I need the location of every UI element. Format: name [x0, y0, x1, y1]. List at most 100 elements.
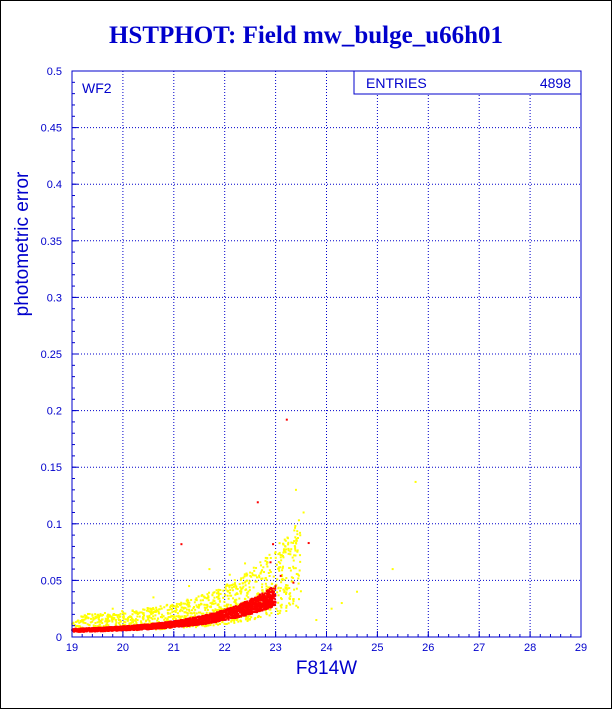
data-point — [257, 609, 260, 612]
data-point — [213, 596, 216, 599]
data-point — [117, 629, 120, 632]
data-point — [150, 609, 153, 612]
data-point — [260, 598, 263, 601]
data-point — [223, 614, 226, 617]
data-point — [280, 554, 283, 557]
data-point — [122, 627, 125, 630]
data-point — [224, 612, 227, 615]
data-point — [292, 567, 295, 570]
data-point — [264, 582, 267, 585]
data-point — [247, 608, 250, 611]
data-point — [155, 624, 158, 627]
data-point — [219, 622, 222, 625]
data-point — [92, 618, 95, 621]
data-point — [212, 619, 215, 622]
data-point — [265, 578, 268, 581]
data-point — [261, 593, 264, 596]
data-point — [235, 585, 238, 588]
y-tick-label: 0.15 — [41, 462, 62, 474]
data-point — [133, 625, 136, 628]
data-point — [232, 615, 235, 618]
data-point — [264, 603, 267, 606]
data-point — [260, 570, 263, 573]
data-point — [288, 566, 291, 569]
data-point — [148, 616, 151, 619]
data-point — [217, 597, 220, 600]
data-point — [244, 605, 247, 608]
data-point — [224, 618, 227, 621]
data-point — [195, 597, 198, 600]
data-point — [196, 623, 199, 626]
data-point — [285, 604, 288, 607]
data-point — [226, 594, 229, 597]
data-point — [273, 586, 276, 589]
data-point — [284, 587, 287, 590]
data-point — [208, 616, 211, 619]
data-point — [226, 616, 229, 619]
data-point — [182, 622, 185, 625]
data-point — [239, 586, 242, 589]
data-point — [104, 624, 107, 627]
data-point — [132, 620, 135, 623]
data-point — [296, 549, 299, 552]
data-point — [263, 599, 266, 602]
data-point — [236, 611, 239, 614]
data-point — [282, 548, 285, 551]
data-point — [201, 599, 204, 602]
data-point — [207, 619, 210, 622]
data-point — [232, 606, 235, 609]
data-point — [235, 616, 238, 619]
data-point — [115, 621, 118, 624]
data-point — [219, 606, 222, 609]
data-point — [137, 625, 140, 628]
data-point — [246, 591, 249, 594]
data-point — [79, 620, 82, 623]
data-point — [169, 612, 172, 615]
data-point — [179, 624, 182, 627]
data-point — [287, 549, 290, 552]
data-point — [246, 609, 249, 612]
data-point — [239, 608, 242, 611]
data-point — [209, 606, 212, 609]
data-point — [264, 556, 267, 559]
data-point — [154, 627, 157, 630]
data-point — [105, 620, 108, 623]
data-point — [244, 584, 247, 587]
data-point — [205, 615, 208, 618]
data-point — [113, 617, 116, 620]
data-point — [294, 546, 297, 549]
data-point — [218, 614, 221, 617]
data-point — [272, 575, 275, 578]
data-point — [139, 628, 142, 631]
data-point — [186, 624, 189, 627]
data-point — [247, 611, 250, 614]
data-point — [254, 602, 257, 605]
data-point — [219, 588, 222, 591]
chart-title: HSTPHOT: Field mw_bulge_u66h01 — [108, 22, 504, 49]
data-point — [257, 616, 260, 619]
data-point — [94, 628, 97, 631]
data-point — [103, 612, 106, 615]
data-point — [114, 613, 117, 616]
data-point — [124, 618, 127, 621]
data-point — [231, 614, 234, 617]
data-point — [202, 595, 205, 598]
data-point — [226, 609, 229, 612]
data-point — [188, 601, 191, 604]
data-point — [248, 602, 251, 605]
data-point — [208, 615, 211, 618]
y-tick-label: 0.45 — [41, 123, 62, 135]
data-point — [159, 616, 162, 619]
data-point — [223, 600, 226, 603]
data-point — [91, 613, 94, 616]
data-point — [133, 623, 136, 626]
data-point — [149, 623, 152, 626]
data-point — [74, 628, 77, 631]
data-point — [143, 623, 146, 626]
data-point — [189, 622, 192, 625]
data-point — [138, 615, 141, 618]
data-point — [115, 626, 118, 629]
data-point — [228, 612, 231, 615]
data-point — [218, 606, 221, 609]
data-point — [294, 541, 297, 544]
